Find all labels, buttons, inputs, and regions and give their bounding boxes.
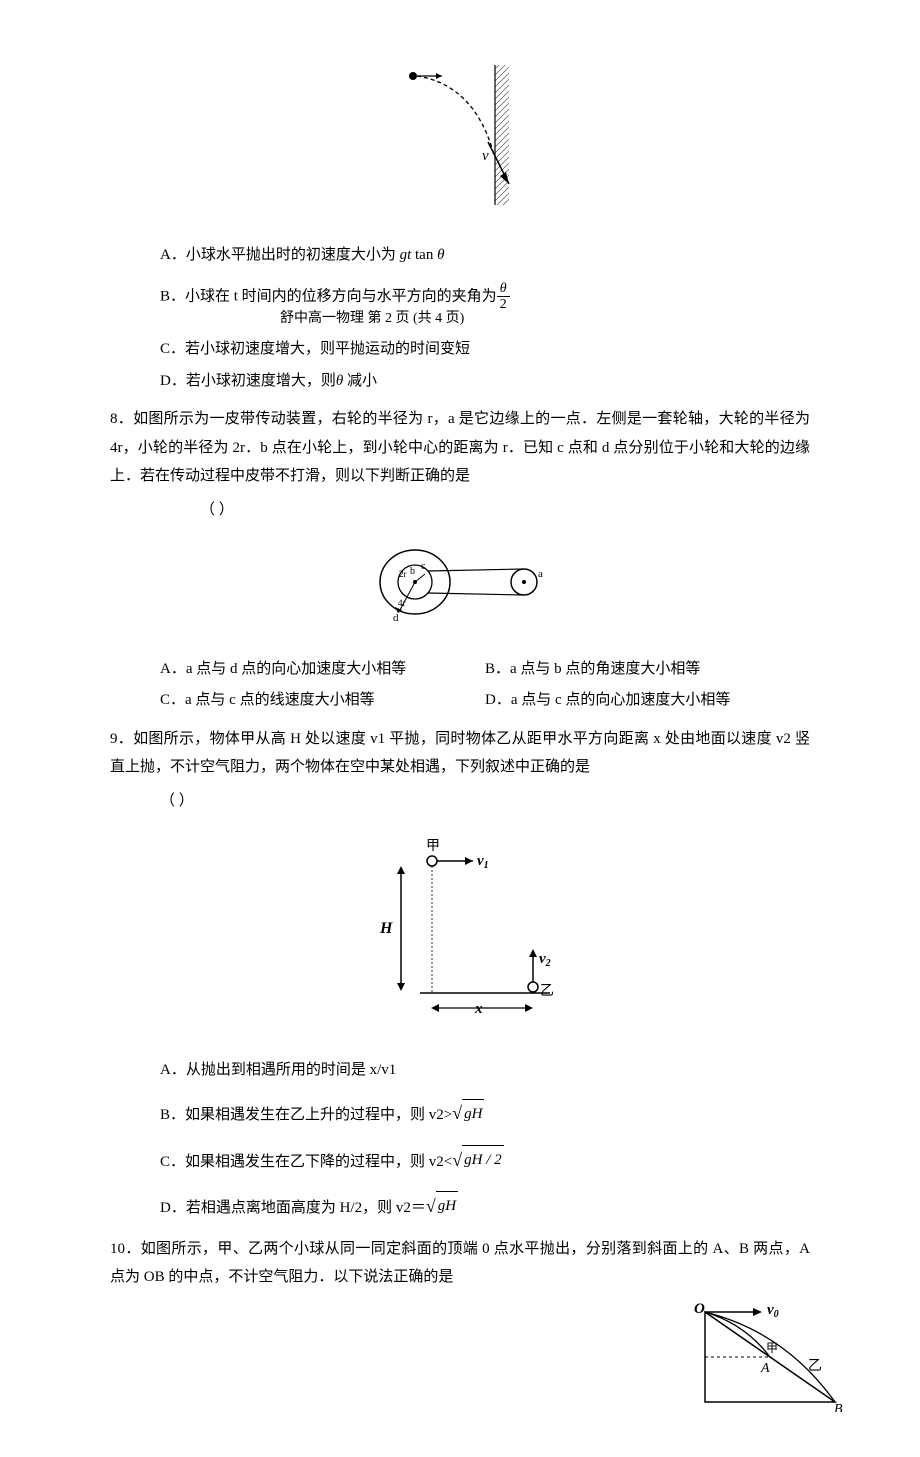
svg-text:d: d bbox=[393, 612, 399, 624]
q10-figure: O v0 甲 乙 A B bbox=[690, 1297, 850, 1423]
svg-text:乙: 乙 bbox=[540, 983, 554, 999]
svg-text:甲: 甲 bbox=[766, 1341, 778, 1355]
svg-text:v2: v2 bbox=[539, 951, 551, 969]
q7-option-d: D．若小球初速度增大，则θ 减小 bbox=[110, 367, 810, 396]
q10-svg: O v0 甲 乙 A B bbox=[690, 1297, 850, 1412]
svg-text:v1: v1 bbox=[477, 853, 489, 871]
q8-paren: （ ） bbox=[110, 496, 810, 525]
svg-text:甲: 甲 bbox=[426, 839, 440, 854]
q8-options-row2: C．a 点与 c 点的线速度大小相等 D．a 点与 c 点的向心加速度大小相等 bbox=[110, 686, 810, 715]
q9-svg: 甲 v1 H v2 乙 x bbox=[355, 835, 565, 1025]
q7-figure: v bbox=[110, 60, 810, 221]
q8-body: 8．如图所示为一皮带传动装置，右轮的半径为 r，a 是它边缘上的一点．左侧是一套… bbox=[110, 405, 810, 491]
q9-option-c: C．如果相遇发生在乙下降的过程中，则 v2<√gH / 2 bbox=[110, 1143, 810, 1177]
q8-options-row1: A．a 点与 d 点的向心加速度大小相等 B．a 点与 b 点的角速度大小相等 bbox=[110, 655, 810, 684]
svg-text:v0: v0 bbox=[767, 1302, 779, 1320]
q9-option-b: B．如果相遇发生在乙上升的过程中，则 v2>√gH bbox=[110, 1096, 810, 1130]
q7-svg: v bbox=[390, 60, 530, 210]
q7-v-label: v bbox=[482, 148, 489, 164]
q7-option-c: C．若小球初速度增大，则平抛运动的时间变短 bbox=[110, 335, 810, 364]
svg-text:4r: 4r bbox=[398, 598, 406, 608]
svg-text:H: H bbox=[379, 920, 393, 937]
svg-text:乙: 乙 bbox=[808, 1358, 822, 1374]
q9-paren: （ ） bbox=[110, 787, 810, 816]
svg-text:O: O bbox=[694, 1301, 705, 1317]
q8-option-b: B．a 点与 b 点的角速度大小相等 bbox=[485, 655, 810, 684]
svg-text:A: A bbox=[760, 1361, 770, 1376]
svg-text:x: x bbox=[474, 1001, 483, 1017]
q8-svg: c b 2r 4r d a bbox=[360, 544, 560, 624]
svg-text:c: c bbox=[421, 561, 426, 572]
svg-text:B: B bbox=[834, 1402, 843, 1412]
q10-body: 10．如图所示，甲、乙两个小球从同一同定斜面的顶端 0 点水平抛出，分别落到斜面… bbox=[110, 1235, 810, 1292]
q8-option-c: C．a 点与 c 点的线速度大小相等 bbox=[160, 686, 485, 715]
q9-figure: 甲 v1 H v2 乙 x bbox=[110, 835, 810, 1036]
svg-text:b: b bbox=[410, 566, 415, 577]
q9-option-a: A．从抛出到相遇所用的时间是 x/v1 bbox=[110, 1056, 810, 1085]
q8-figure: c b 2r 4r d a bbox=[110, 544, 810, 635]
svg-text:a: a bbox=[538, 568, 543, 580]
q8-option-d: D．a 点与 c 点的向心加速度大小相等 bbox=[485, 686, 810, 715]
q8-option-a: A．a 点与 d 点的向心加速度大小相等 bbox=[160, 655, 485, 684]
q7-option-a: A．小球水平抛出时的初速度大小为 gt tan θ bbox=[110, 241, 810, 270]
q9-body: 9．如图所示，物体甲从高 H 处以速度 v1 平抛，同时物体乙从距甲水平方向距离… bbox=[110, 725, 810, 782]
svg-text:2r: 2r bbox=[399, 569, 407, 579]
q9-option-d: D．若相遇点离地面高度为 H/2，则 v2＝√gH bbox=[110, 1189, 810, 1223]
